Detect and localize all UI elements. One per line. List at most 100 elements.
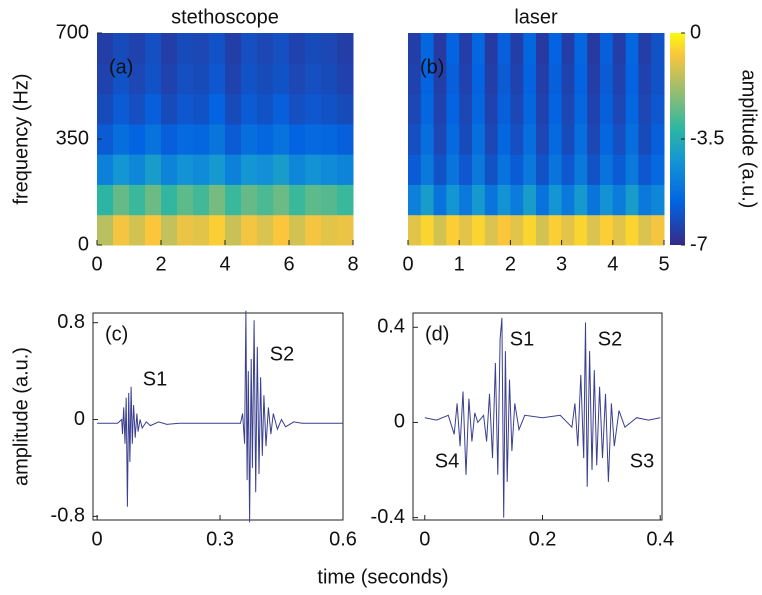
signal-line	[424, 317, 661, 518]
heat-cell	[548, 154, 563, 185]
heat-cell	[510, 214, 524, 246]
heat-cell	[145, 33, 162, 64]
heat-cell	[177, 33, 194, 64]
x-tick-label: 5	[658, 253, 669, 275]
heat-cell	[257, 93, 274, 125]
x-tick-label: 0.6	[329, 528, 357, 550]
heat-cell	[321, 33, 338, 64]
heat-cell	[574, 33, 588, 64]
heat-cell	[600, 63, 614, 95]
heat-cell	[433, 63, 447, 95]
heat-cell	[337, 93, 354, 125]
heat-cell	[446, 123, 460, 155]
heat-cell	[225, 123, 242, 155]
heat-cell	[536, 214, 550, 246]
heat-cell	[161, 123, 178, 155]
heat-cell	[161, 33, 178, 64]
y-tick-label: 0	[74, 408, 85, 430]
heat-cell	[587, 154, 601, 185]
annotation: S1	[510, 328, 534, 350]
heat-cell	[209, 214, 226, 246]
heat-cell	[574, 63, 588, 95]
colorbar-tick-label: 0	[690, 21, 701, 43]
heat-cell	[305, 33, 322, 64]
heat-cell	[510, 154, 524, 185]
heat-cell	[446, 154, 460, 185]
x-tick-label: 3	[556, 253, 567, 275]
heat-cell	[651, 33, 665, 64]
heat-cell	[548, 123, 563, 155]
heat-cell	[612, 154, 627, 185]
heat-cell	[129, 154, 146, 185]
heat-cell	[484, 154, 499, 185]
heat-cell	[97, 123, 114, 155]
heat-cell	[337, 214, 354, 246]
heat-cell	[209, 154, 226, 185]
heat-cell	[612, 63, 627, 95]
heat-cell	[321, 93, 338, 125]
y-tick-label: 0	[394, 411, 405, 433]
heat-cell	[587, 33, 601, 64]
heat-cell	[161, 93, 178, 125]
heat-cell	[177, 93, 194, 125]
heat-cell	[536, 63, 550, 95]
heat-cell	[484, 123, 499, 155]
heat-cell	[472, 33, 486, 64]
heat-cell	[305, 63, 322, 95]
y-axis-label: amplitude (a.u.)	[10, 347, 32, 486]
heat-cell	[241, 214, 258, 246]
heat-cell	[638, 154, 652, 185]
heat-cell	[612, 184, 627, 216]
heat-cell	[113, 93, 130, 125]
heat-cell	[97, 184, 114, 216]
heat-cell	[497, 214, 511, 246]
heat-cell	[420, 93, 435, 125]
y-tick-label: 0.8	[57, 311, 85, 333]
x-tick-label: 6	[283, 253, 294, 275]
heat-cell	[337, 63, 354, 95]
heat-cell	[523, 184, 537, 216]
heat-cell	[273, 154, 290, 185]
heat-cell	[193, 214, 210, 246]
heat-cell	[113, 214, 130, 246]
heat-cell	[484, 184, 499, 216]
x-axis-label: time (seconds)	[317, 566, 448, 588]
heat-cell	[193, 63, 210, 95]
heat-cell	[289, 93, 306, 125]
heat-cell	[177, 184, 194, 216]
annotation: S1	[143, 368, 167, 390]
heat-cell	[497, 184, 511, 216]
heat-cell	[561, 123, 575, 155]
heat-cell	[193, 184, 210, 216]
heat-cell	[145, 93, 162, 125]
heat-cell	[97, 93, 114, 125]
heat-cell	[129, 63, 146, 95]
heat-cell	[651, 93, 665, 125]
heat-cell	[574, 184, 588, 216]
heat-cell	[625, 93, 639, 125]
heat-cell	[587, 214, 601, 246]
heat-cell	[289, 123, 306, 155]
heat-cell	[497, 154, 511, 185]
heat-cell	[548, 184, 563, 216]
x-tick-label: 0	[419, 528, 430, 550]
heat-cell	[561, 63, 575, 95]
heat-cell	[510, 123, 524, 155]
heat-cell	[574, 93, 588, 125]
heat-cell	[420, 63, 435, 95]
x-tick-label: 4	[607, 253, 618, 275]
heat-cell	[129, 123, 146, 155]
heat-cell	[433, 123, 447, 155]
x-tick-label: 0.2	[529, 528, 557, 550]
heat-cell	[161, 214, 178, 246]
heat-cell	[446, 63, 460, 95]
heat-cell	[459, 214, 473, 246]
heat-cell	[472, 184, 486, 216]
heat-cell	[305, 93, 322, 125]
heat-cell	[561, 154, 575, 185]
heat-cell	[129, 214, 146, 246]
heat-cell	[561, 93, 575, 125]
heat-cell	[638, 184, 652, 216]
heat-cell	[459, 123, 473, 155]
heat-cell	[241, 123, 258, 155]
